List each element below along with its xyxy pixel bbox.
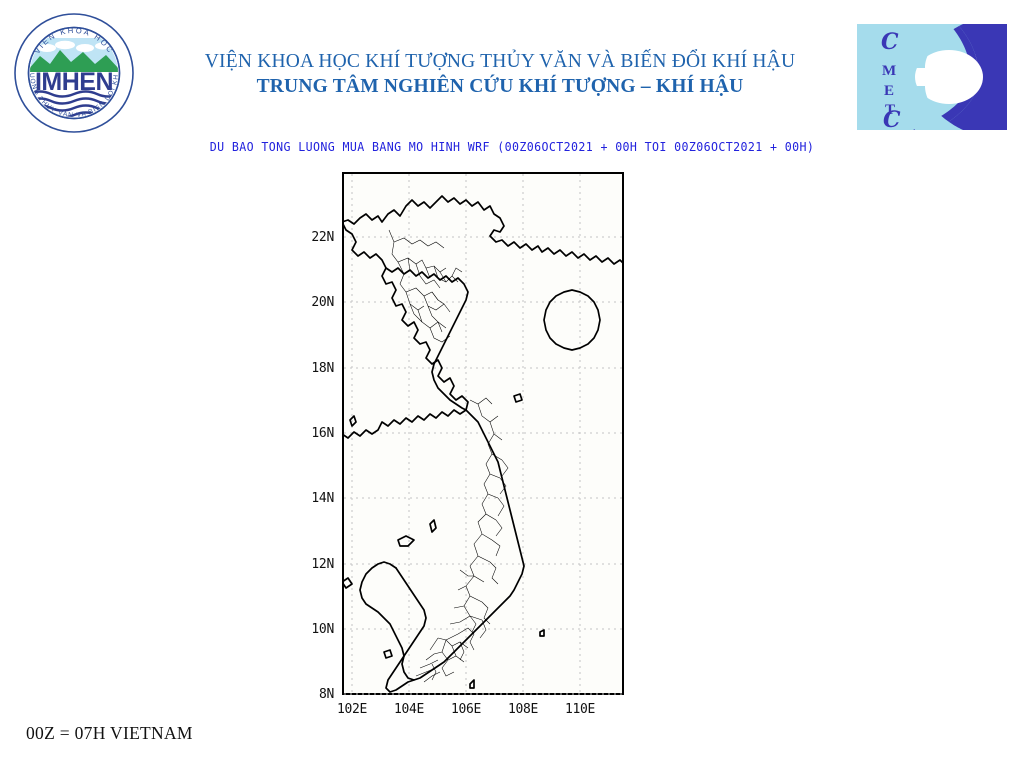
cmetc-letter-m: M	[882, 63, 896, 79]
xtick-106e: 106E	[450, 702, 482, 717]
imhen-logo-svg: IMHEN VIEN KHOA HOC KHI TUONG THUY VAN V…	[10, 7, 134, 133]
map-plot-area	[342, 172, 624, 695]
xtick-110e: 110E	[564, 702, 596, 717]
xtick-104e: 104E	[393, 702, 425, 717]
coastline	[342, 195, 624, 693]
cmetc-letter-e: E	[884, 83, 894, 99]
cmetc-letter-c1: C	[881, 29, 899, 55]
ytick-10n: 10N	[311, 622, 334, 637]
ytick-22n: 22N	[311, 230, 334, 245]
xtick-108e: 108E	[507, 702, 539, 717]
ytick-20n: 20N	[311, 295, 334, 310]
cmetc-logo-svg: C M E T C	[853, 21, 1011, 133]
imhen-wordmark: IMHEN	[35, 68, 113, 96]
institute-name: VIỆN KHOA HỌC KHÍ TƯỢNG THỦY VĂN VÀ BIẾN…	[204, 51, 796, 72]
ytick-12n: 12N	[311, 557, 334, 572]
timezone-note: 00Z = 07H VIETNAM	[26, 723, 193, 743]
center-name: TRUNG TÂM NGHIÊN CỨU KHÍ TƯỢNG – KHÍ HẬU	[256, 76, 744, 97]
cmetc-letter-t: T	[885, 102, 895, 118]
header-block: VIỆN KHOA HỌC KHÍ TƯỢNG THỦY VĂN VÀ BIẾN…	[150, 50, 850, 99]
ytick-18n: 18N	[311, 361, 334, 376]
imhen-logo: IMHEN VIEN KHOA HOC KHI TUONG THUY VAN V…	[10, 7, 135, 134]
ytick-14n: 14N	[311, 491, 334, 506]
cmetc-logo: C M E T C	[853, 21, 1011, 133]
province-boundaries	[388, 229, 509, 683]
ytick-8n: 8N	[318, 687, 334, 702]
ytick-16n: 16N	[311, 426, 334, 441]
gridlines	[344, 174, 622, 695]
vietnam-map	[342, 174, 624, 695]
chart-title: DU BAO TONG LUONG MUA BANG MO HINH WRF (…	[209, 139, 815, 154]
cmetc-letter-c2: C	[883, 107, 901, 133]
xtick-102e: 102E	[336, 702, 368, 717]
